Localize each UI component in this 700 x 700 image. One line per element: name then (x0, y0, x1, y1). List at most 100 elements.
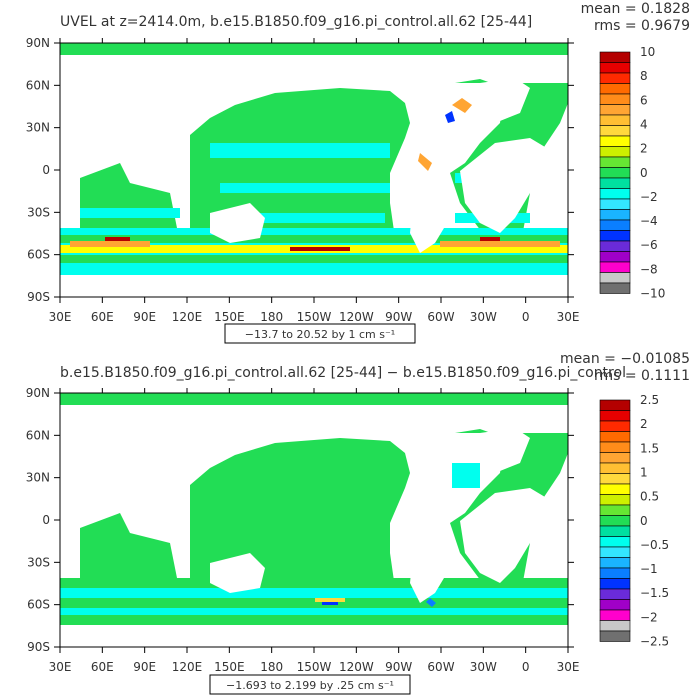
colorbar-swatch (599, 557, 631, 569)
colorbar-label: −0.5 (640, 538, 669, 552)
panel-top: UVEL at z=2414.0m, b.e15.B1850.f09_g16.p… (26, 1, 690, 344)
x-tick-label: 30W (470, 660, 497, 674)
colorbar-swatch (599, 462, 631, 474)
colorbar-label: 8 (640, 69, 648, 83)
y-tick-label: 60S (27, 598, 50, 612)
x-tick-label: 90E (133, 310, 156, 324)
colorbar-label: −10 (640, 287, 665, 301)
panel-bottom: b.e15.B1850.f09_g16.pi_control.all.62 [2… (26, 351, 690, 695)
rms-label: rms = 0.9679 (594, 18, 690, 34)
colorbar-swatch (599, 431, 631, 443)
colorbar-swatch (599, 504, 631, 516)
map-axes: 30E 60E 90E 120E 150E 180 150W 120W 90W 60W 30W 0 30… (26, 36, 580, 324)
colorbar-swatch (599, 219, 631, 231)
colorbar-label: 6 (640, 93, 648, 107)
colorbar-swatch (599, 272, 631, 284)
x-tick-label: 60E (91, 310, 114, 324)
colorbar-swatch (599, 473, 631, 485)
colorbar-swatch (599, 135, 631, 147)
colorbar-swatch (599, 452, 631, 464)
colorbar-label: 0 (640, 166, 648, 180)
colorbar-swatch (599, 62, 631, 74)
colorbar-swatch (599, 620, 631, 632)
mean-label: mean = −0.01085 (560, 351, 690, 367)
colorbar-label: −2 (640, 610, 658, 624)
colorbar-swatch (599, 209, 631, 221)
colorbar-swatch (599, 525, 631, 537)
y-tick-label: 30N (26, 121, 50, 135)
y-tick-label: 60N (26, 78, 50, 92)
colorbar-swatch (599, 240, 631, 252)
y-tick-label: 30N (26, 471, 50, 485)
panel-title: b.e15.B1850.f09_g16.pi_control.all.62 [2… (60, 365, 626, 381)
x-tick-label: 180 (260, 660, 283, 674)
colorbar-label: 4 (640, 117, 648, 131)
map-area: 30E 60E 90E 120E 150E 180 150W 120W 90W 60W 30W 0 30… (26, 36, 580, 324)
colorbar-label: −1 (640, 562, 658, 576)
x-tick-label: 30E (49, 660, 72, 674)
range-box (224, 323, 416, 344)
colorbar-swatch (599, 167, 631, 179)
colorbar-swatch (599, 609, 631, 621)
colorbar-swatch (599, 536, 631, 548)
colorbar-label: −2 (640, 190, 658, 204)
x-tick-label: 60W (427, 310, 454, 324)
y-tick-label: 30S (27, 205, 50, 219)
x-tick-label: 150E (214, 660, 245, 674)
colorbar-swatch (599, 188, 631, 200)
y-tick-label: 0 (42, 163, 50, 177)
colorbar-swatch (599, 114, 631, 126)
colorbar-swatch (599, 83, 631, 95)
x-tick-label: 120W (339, 310, 374, 324)
colorbar-swatch (599, 399, 631, 411)
y-tick-label: 90N (26, 36, 50, 50)
colorbar-swatch (599, 51, 631, 63)
colorbar-swatch (599, 578, 631, 590)
colorbar-swatch (599, 410, 631, 422)
colorbar-swatch (599, 251, 631, 263)
ocean-field (60, 43, 568, 275)
y-tick-label: 90S (27, 290, 50, 304)
y-tick-label: 90N (26, 386, 50, 400)
x-tick-label: 150W (297, 310, 332, 324)
colorbar-swatch (599, 630, 631, 642)
rms-label: rms = 0.1111 (594, 368, 690, 384)
x-tick-label: 0 (522, 310, 530, 324)
x-tick-label: 90W (385, 660, 412, 674)
land-mask (60, 78, 568, 297)
y-tick-label: 60N (26, 428, 50, 442)
x-tick-label: 90W (385, 310, 412, 324)
x-tick-label: 180 (260, 310, 283, 324)
colorbar-label: −8 (640, 262, 658, 276)
y-tick-label: 30S (27, 555, 50, 569)
colorbar-label: 2 (640, 417, 648, 431)
colorbar-label: 1 (640, 465, 648, 479)
x-tick-label: 30E (557, 660, 580, 674)
colorbar-swatch (599, 483, 631, 495)
colorbar: 2.5 2 1.5 1 0.5 0 −0.5 −1 −1.5 −2 −2.5 (599, 393, 669, 649)
colorbar-swatch (599, 156, 631, 168)
colorbar-swatch (599, 494, 631, 506)
colorbar-swatch (599, 261, 631, 273)
colorbar-swatch (599, 125, 631, 137)
colorbar-swatch (599, 72, 631, 84)
colorbar-swatch (599, 93, 631, 105)
colorbar-label: 10 (640, 45, 655, 59)
colorbar-label: 0.5 (640, 490, 659, 504)
range-label: −13.7 to 20.52 by 1 cm s⁻¹ (245, 328, 395, 341)
colorbar-swatch (599, 282, 631, 294)
map-area: 30E 60E 90E 120E 150E 180 150W 120W 90W 60W 30W 0 30… (26, 386, 580, 674)
map-axes: 30E 60E 90E 120E 150E 180 150W 120W 90W 60W 30W 0 30… (26, 386, 580, 674)
colorbar-swatch (599, 599, 631, 611)
colorbar-swatch (599, 588, 631, 600)
colorbar-label: 2 (640, 142, 648, 156)
x-tick-label: 30E (49, 310, 72, 324)
x-tick-label: 90E (133, 660, 156, 674)
colorbar-swatch (599, 230, 631, 242)
mean-label: mean = 0.1828 (581, 1, 690, 17)
y-tick-label: 90S (27, 640, 50, 654)
colorbar-label: −2.5 (640, 635, 669, 649)
y-tick-label: 60S (27, 248, 50, 262)
colorbar-label: 0 (640, 514, 648, 528)
